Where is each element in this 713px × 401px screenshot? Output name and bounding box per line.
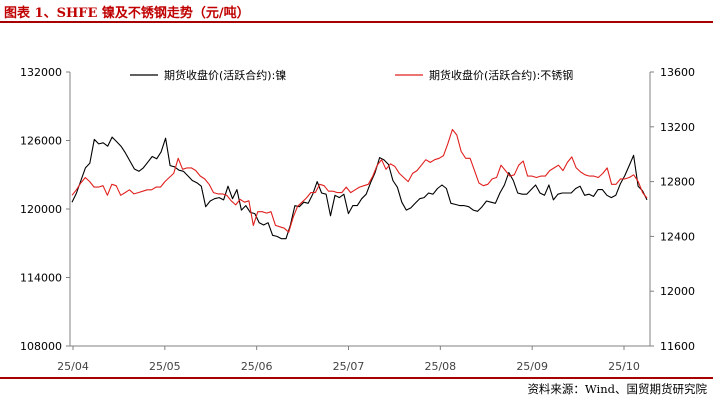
x-tick-label: 25/05 [149,360,181,373]
legend-label: 期货收盘价(活跃合约):镍 [164,68,286,82]
x-tick-label: 25/10 [608,360,640,373]
series-line-stainless [71,128,648,233]
legend-label: 期货收盘价(活跃合约):不锈钢 [429,68,573,82]
left-tick-label: 126000 [20,135,62,148]
left-tick-label: 132000 [20,66,62,79]
right-tick-label: 12400 [660,230,695,243]
footer-rule [0,377,713,379]
chart-lines [71,128,648,240]
chart-legend: 期货收盘价(活跃合约):镍 期货收盘价(活跃合约):不锈钢 [130,68,573,82]
x-tick-label: 25/04 [57,360,89,373]
x-tick-label: 25/09 [516,360,548,373]
right-tick-label: 11600 [660,340,695,353]
x-tick-label: 25/08 [424,360,456,373]
x-tick-label: 25/07 [333,360,365,373]
left-tick-label: 120000 [20,203,62,216]
chart-title: 图表 1、SHFE 镍及不锈钢走势（元/吨） [4,6,250,21]
right-tick-label: 12000 [660,285,695,298]
left-tick-label: 108000 [20,340,62,353]
source-note: 资料来源：Wind、国贸期货研究院 [527,382,707,396]
right-tick-label: 13600 [660,66,695,79]
right-tick-label: 13200 [660,121,695,134]
title-rule [0,21,713,23]
left-tick-label: 114000 [20,272,62,285]
series-line-nickel [71,136,648,240]
chart-axes: 108000 114000 120000 126000 132000 11600 12000… [20,66,695,373]
x-tick-label: 25/06 [241,360,273,373]
right-tick-label: 12800 [660,176,695,189]
